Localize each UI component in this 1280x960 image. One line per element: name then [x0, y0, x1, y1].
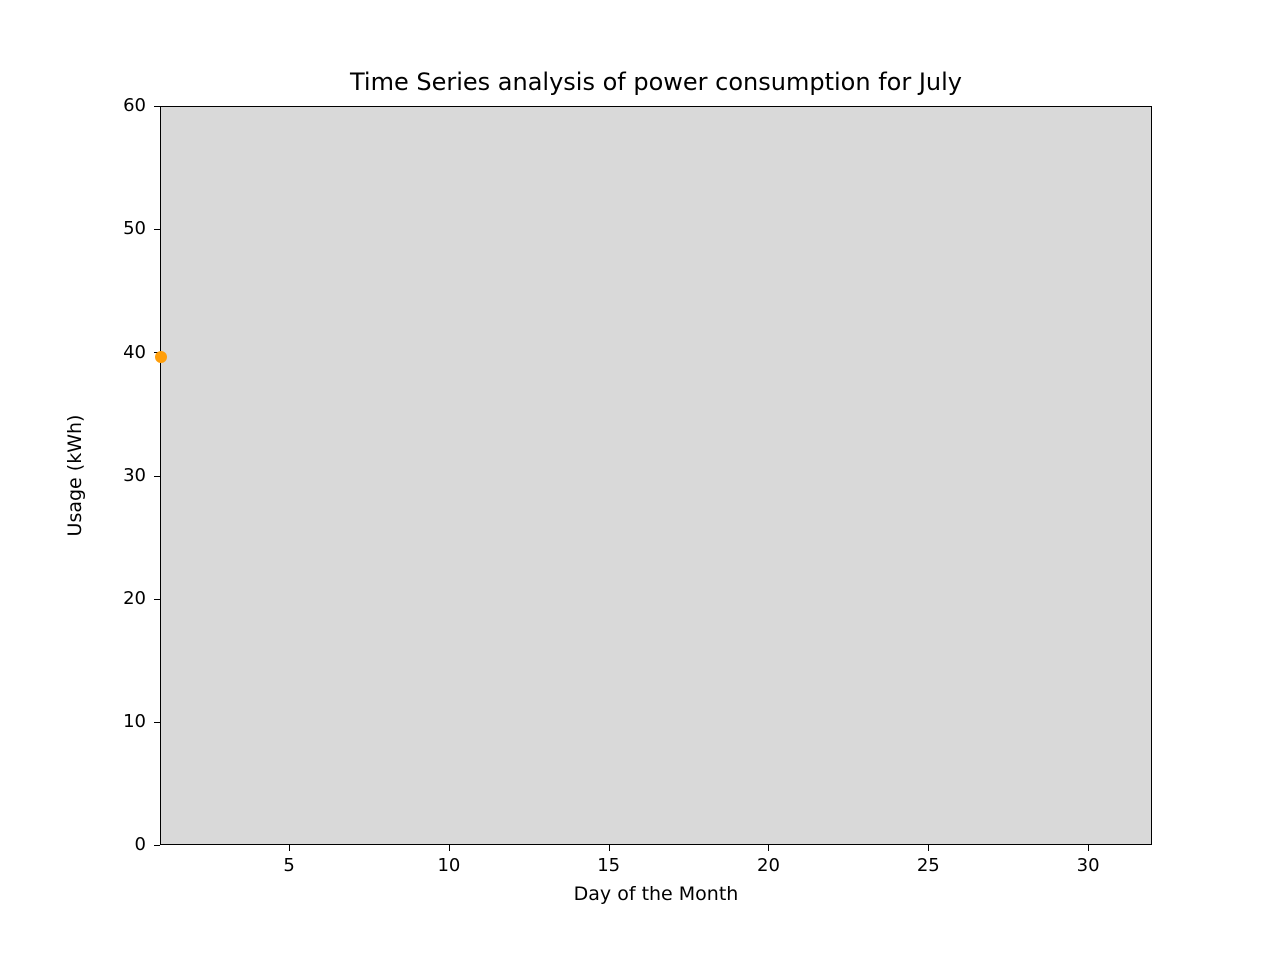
y-tick-label: 20: [96, 588, 146, 609]
x-tick-mark: [1088, 845, 1089, 851]
y-tick-label: 30: [96, 465, 146, 486]
y-tick-label: 0: [96, 834, 146, 855]
x-tick-label: 25: [898, 855, 958, 876]
y-tick-label: 40: [96, 342, 146, 363]
chart-title: Time Series analysis of power consumptio…: [160, 68, 1152, 96]
x-tick-label: 20: [738, 855, 798, 876]
x-tick-label: 5: [259, 855, 319, 876]
y-tick-mark: [154, 599, 160, 600]
y-axis-label: Usage (kWh): [64, 106, 86, 845]
plot-area: [160, 106, 1152, 845]
y-tick-mark: [154, 722, 160, 723]
y-tick-mark: [154, 229, 160, 230]
x-tick-mark: [449, 845, 450, 851]
x-tick-label: 10: [419, 855, 479, 876]
y-tick-mark: [154, 476, 160, 477]
x-tick-label: 15: [579, 855, 639, 876]
x-tick-label: 30: [1058, 855, 1118, 876]
y-tick-label: 10: [96, 711, 146, 732]
y-tick-label: 50: [96, 218, 146, 239]
chart-figure: Time Series analysis of power consumptio…: [0, 0, 1280, 960]
x-axis-label: Day of the Month: [160, 883, 1152, 905]
x-tick-mark: [928, 845, 929, 851]
x-tick-mark: [609, 845, 610, 851]
y-tick-mark: [154, 106, 160, 107]
x-tick-mark: [289, 845, 290, 851]
y-tick-label: 60: [96, 95, 146, 116]
x-tick-mark: [768, 845, 769, 851]
y-tick-mark: [154, 845, 160, 846]
